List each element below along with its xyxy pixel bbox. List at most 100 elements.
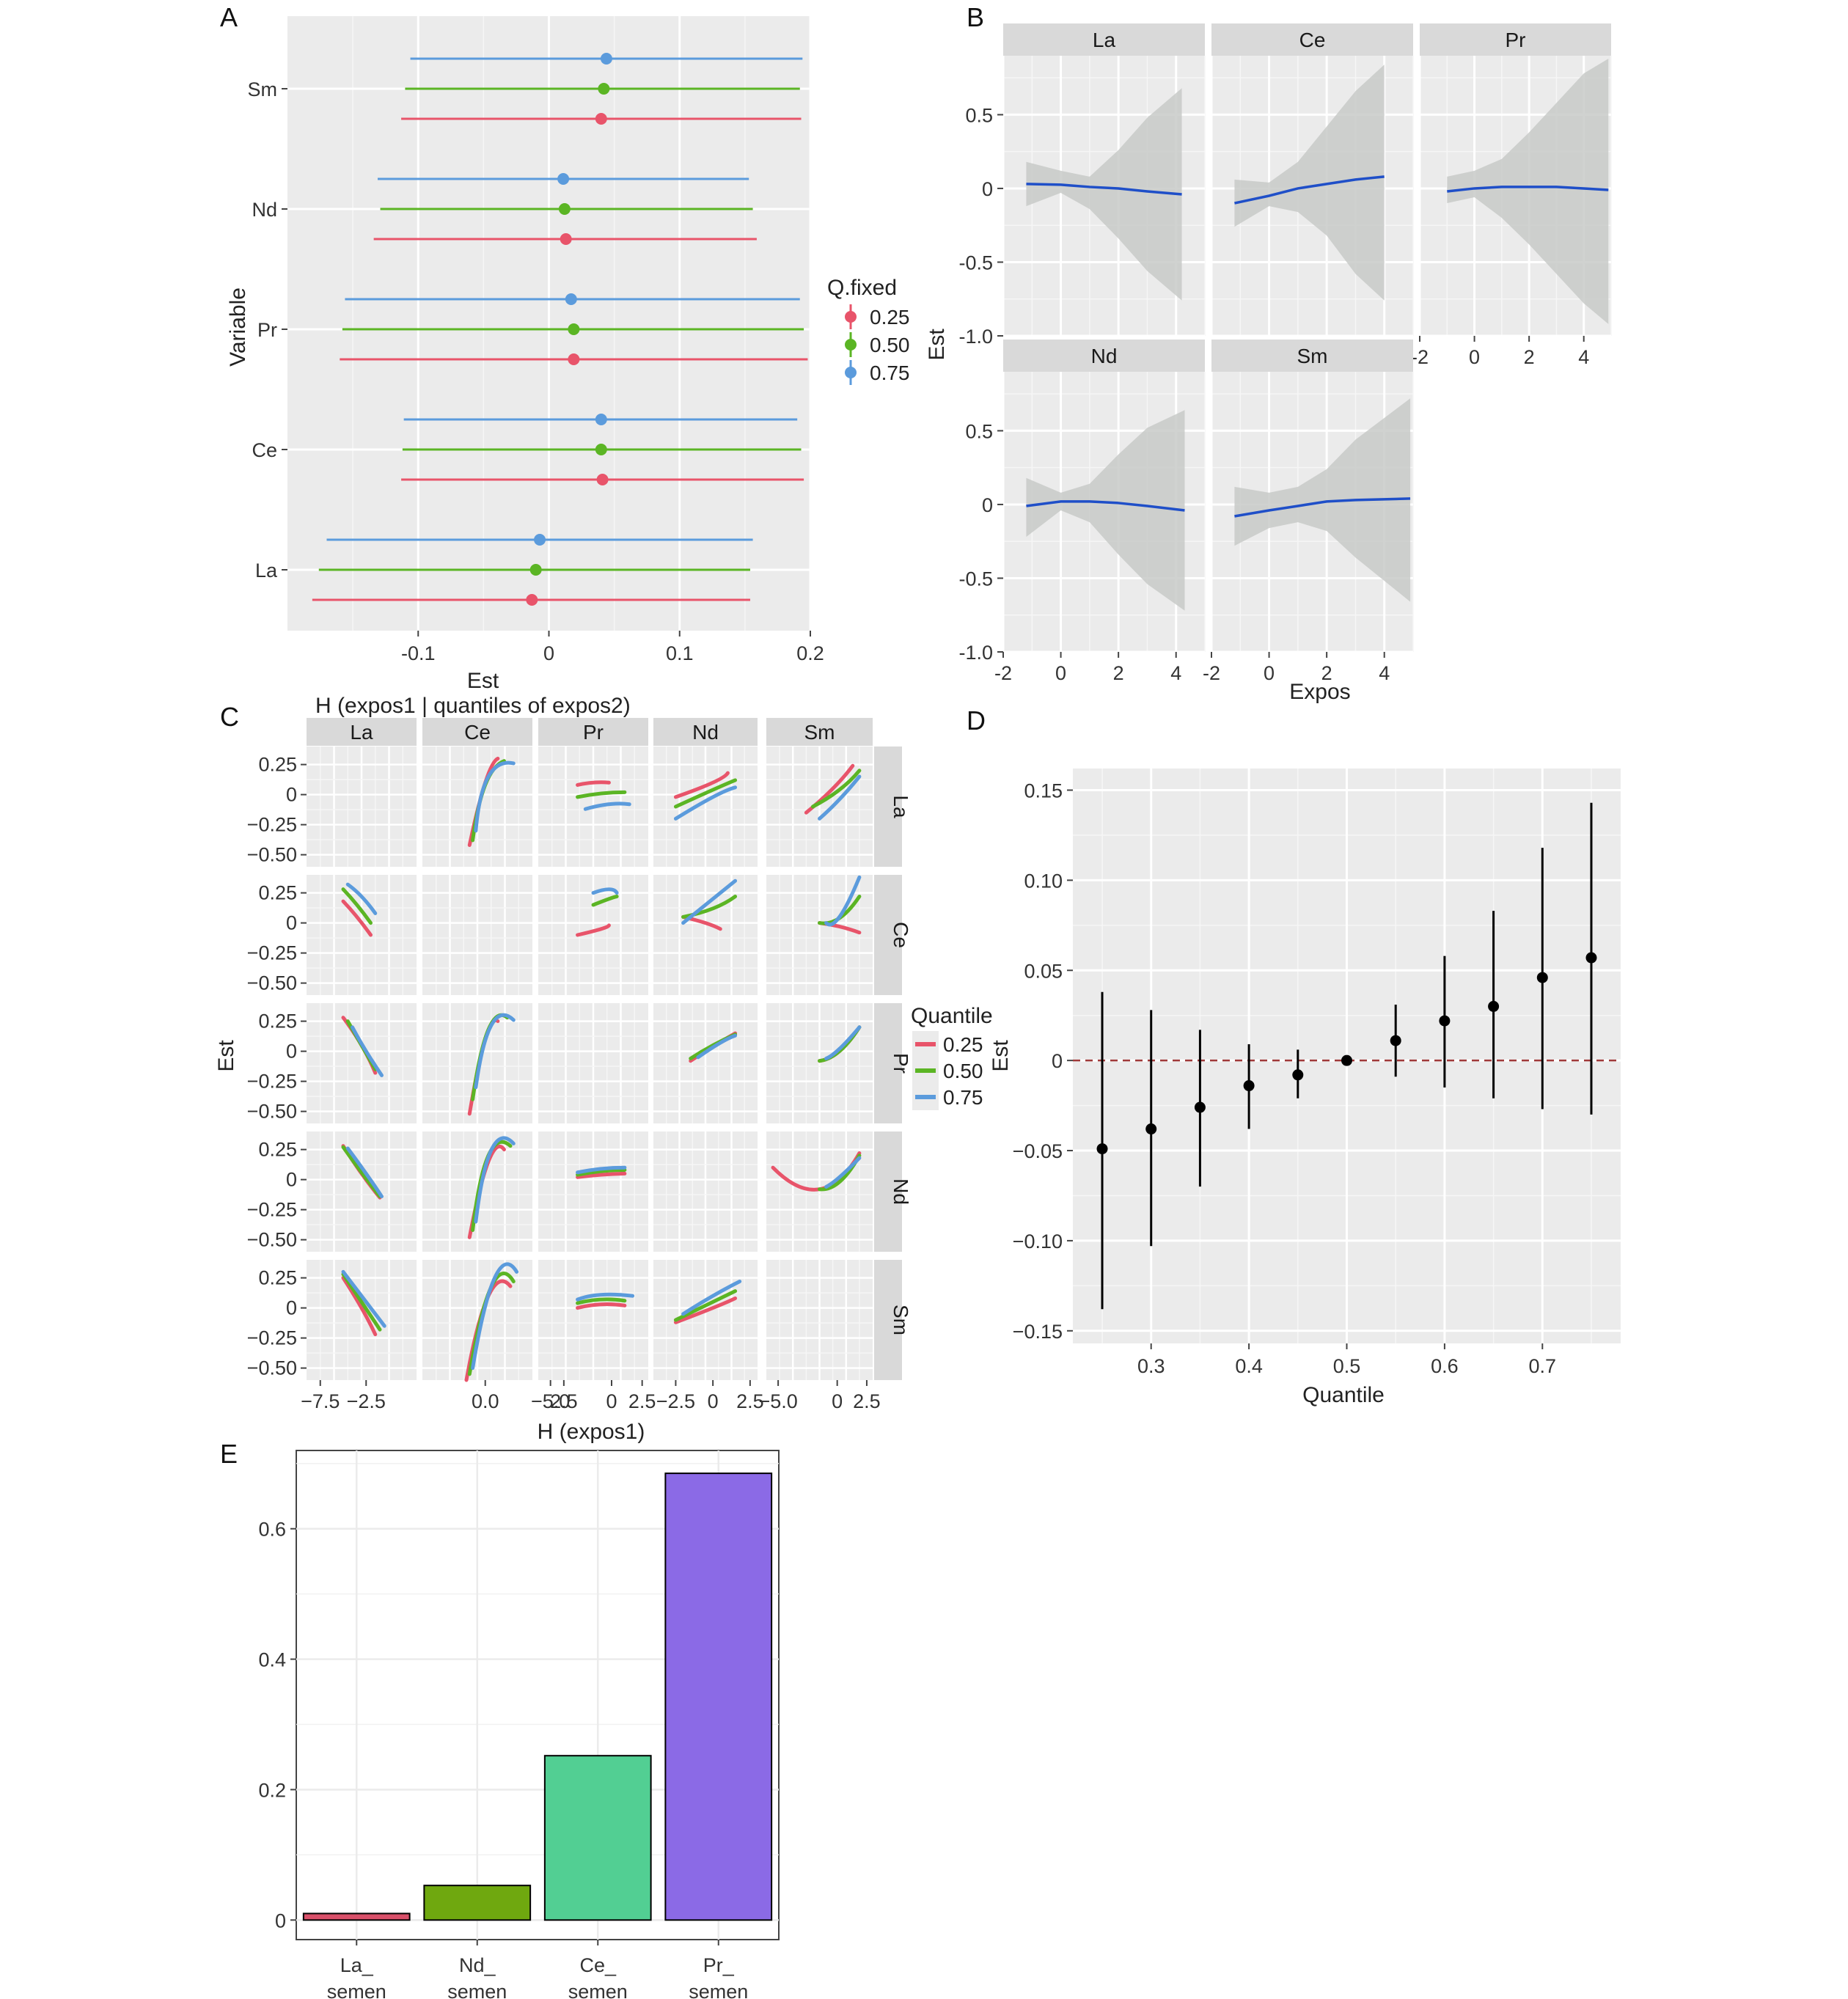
y-tick-label: Ce	[252, 439, 277, 461]
confidence-band	[1026, 88, 1182, 301]
x-tick-label: 4	[1578, 346, 1589, 368]
y-tick-label: Sm	[248, 78, 278, 100]
quantile-curve	[576, 1292, 635, 1302]
estimate-point	[534, 534, 546, 546]
x-tick-label: −5.0	[531, 1390, 570, 1412]
x-tick-label: 4	[1170, 662, 1181, 684]
x-tick-label: 0.7	[1529, 1355, 1557, 1377]
x-axis-title: H (expos1)	[538, 1420, 645, 1444]
x-tick-label: Nd_	[459, 1954, 496, 1976]
legend-label: 0.25	[943, 1033, 983, 1056]
x-tick-label: Ce_	[579, 1954, 617, 1976]
estimate-point	[526, 594, 538, 606]
y-tick-label: 0	[286, 1041, 297, 1063]
facet-strip	[1003, 340, 1205, 372]
panel-letter-b: B	[967, 2, 984, 32]
x-tick-label: 0.2	[796, 642, 824, 664]
x-tick-label: 4	[1379, 662, 1390, 684]
estimate-point	[1536, 972, 1548, 983]
y-tick-label: 0	[286, 1169, 297, 1191]
x-tick-label: 0	[606, 1390, 617, 1412]
smooth-line	[1447, 186, 1609, 193]
y-tick-label: 0.6	[258, 1519, 286, 1541]
facet-strip	[874, 1260, 902, 1380]
bar	[664, 1472, 773, 1921]
x-tick-label: 0	[1469, 346, 1480, 368]
y-tick-label: −0.25	[247, 1327, 297, 1349]
smooth-line	[1026, 500, 1185, 512]
quantile-curve	[474, 1013, 516, 1090]
quantile-curve	[696, 1033, 738, 1060]
estimate-point	[596, 474, 609, 485]
y-tick-label: −0.50	[247, 1357, 297, 1379]
facet-strip-label: Sm	[1297, 345, 1328, 367]
y-tick-label: 0.10	[1024, 870, 1063, 892]
panel-a: A -0.1 0 0.1 0.2 La Ce Pr Nd Sm Est Variable Q.fixed…	[220, 2, 910, 693]
x-tick-label: 2.5	[628, 1390, 656, 1412]
x-tick-label: 0.4	[1235, 1355, 1263, 1377]
facet-strip	[538, 718, 648, 746]
quantile-curve	[576, 1297, 627, 1305]
quantile-curve	[673, 1296, 738, 1324]
panel-letter-c: C	[220, 702, 239, 732]
estimate-point	[595, 414, 607, 425]
x-tick-label: 2	[1113, 662, 1124, 684]
y-tick-label: 0	[286, 1297, 297, 1319]
facet-strip	[874, 1003, 902, 1123]
y-tick-label: Nd	[252, 199, 277, 221]
quantile-curve	[810, 769, 862, 809]
quantile-curve	[576, 780, 611, 787]
x-tick-label: 2	[1321, 662, 1332, 684]
x-tick-label: 0	[543, 642, 554, 664]
quantile-curve	[673, 1289, 738, 1322]
y-tick-label: 0	[982, 178, 993, 200]
legend-label: 0.50	[870, 334, 910, 356]
facet-strip-label: La	[890, 795, 912, 818]
y-axis-title: Est	[925, 329, 949, 361]
y-tick-label: −0.50	[247, 1229, 297, 1251]
legend-point	[845, 339, 857, 351]
x-tick-label: semen	[447, 1981, 507, 1999]
x-tick-label: La_	[340, 1954, 374, 1976]
x-tick-label: -2	[994, 662, 1012, 684]
x-tick-label: -2	[1203, 662, 1220, 684]
estimate-point	[560, 233, 572, 245]
facet-strip-label: Pr	[1506, 29, 1526, 51]
facet-strip	[653, 718, 758, 746]
quantile-curve	[673, 771, 730, 799]
y-tick-label: −0.50	[247, 972, 297, 994]
smooth-line	[1234, 175, 1385, 205]
quantile-curve	[824, 1156, 862, 1189]
estimate-point	[568, 323, 580, 335]
facet-strip-label: Pr	[583, 721, 604, 744]
estimate-point	[1439, 1015, 1451, 1027]
x-tick-label: 0.5	[1333, 1355, 1361, 1377]
y-tick-label: 0.25	[258, 754, 297, 776]
confidence-band	[1234, 65, 1385, 301]
y-tick-label: −0.25	[247, 1071, 297, 1093]
estimate-point	[558, 203, 571, 215]
facet-strip-label: Nd	[1091, 345, 1118, 367]
quantile-curve	[341, 1269, 386, 1328]
y-tick-label: −0.05	[1013, 1140, 1063, 1162]
y-tick-label: −0.15	[1013, 1321, 1063, 1343]
confidence-band	[1447, 59, 1609, 324]
confidence-band	[1026, 410, 1185, 611]
x-tick-label: semen	[327, 1981, 386, 1999]
y-tick-label: 0.25	[258, 882, 297, 904]
y-tick-label: 0.25	[258, 1139, 297, 1161]
y-axis-title: Est	[989, 1040, 1013, 1072]
quantile-curve	[583, 802, 631, 811]
y-tick-label: 0.5	[965, 104, 993, 126]
estimate-point	[1341, 1054, 1352, 1066]
y-tick-label: −0.25	[247, 814, 297, 836]
y-tick-label: −0.25	[247, 1199, 297, 1221]
estimate-point	[1390, 1035, 1401, 1046]
bar	[423, 1885, 532, 1921]
facet-strip	[874, 747, 902, 867]
x-tick-label: 2	[1524, 346, 1535, 368]
quantile-curve	[576, 1302, 627, 1310]
y-tick-label: 0.4	[258, 1649, 286, 1671]
facet-strip	[307, 718, 417, 746]
